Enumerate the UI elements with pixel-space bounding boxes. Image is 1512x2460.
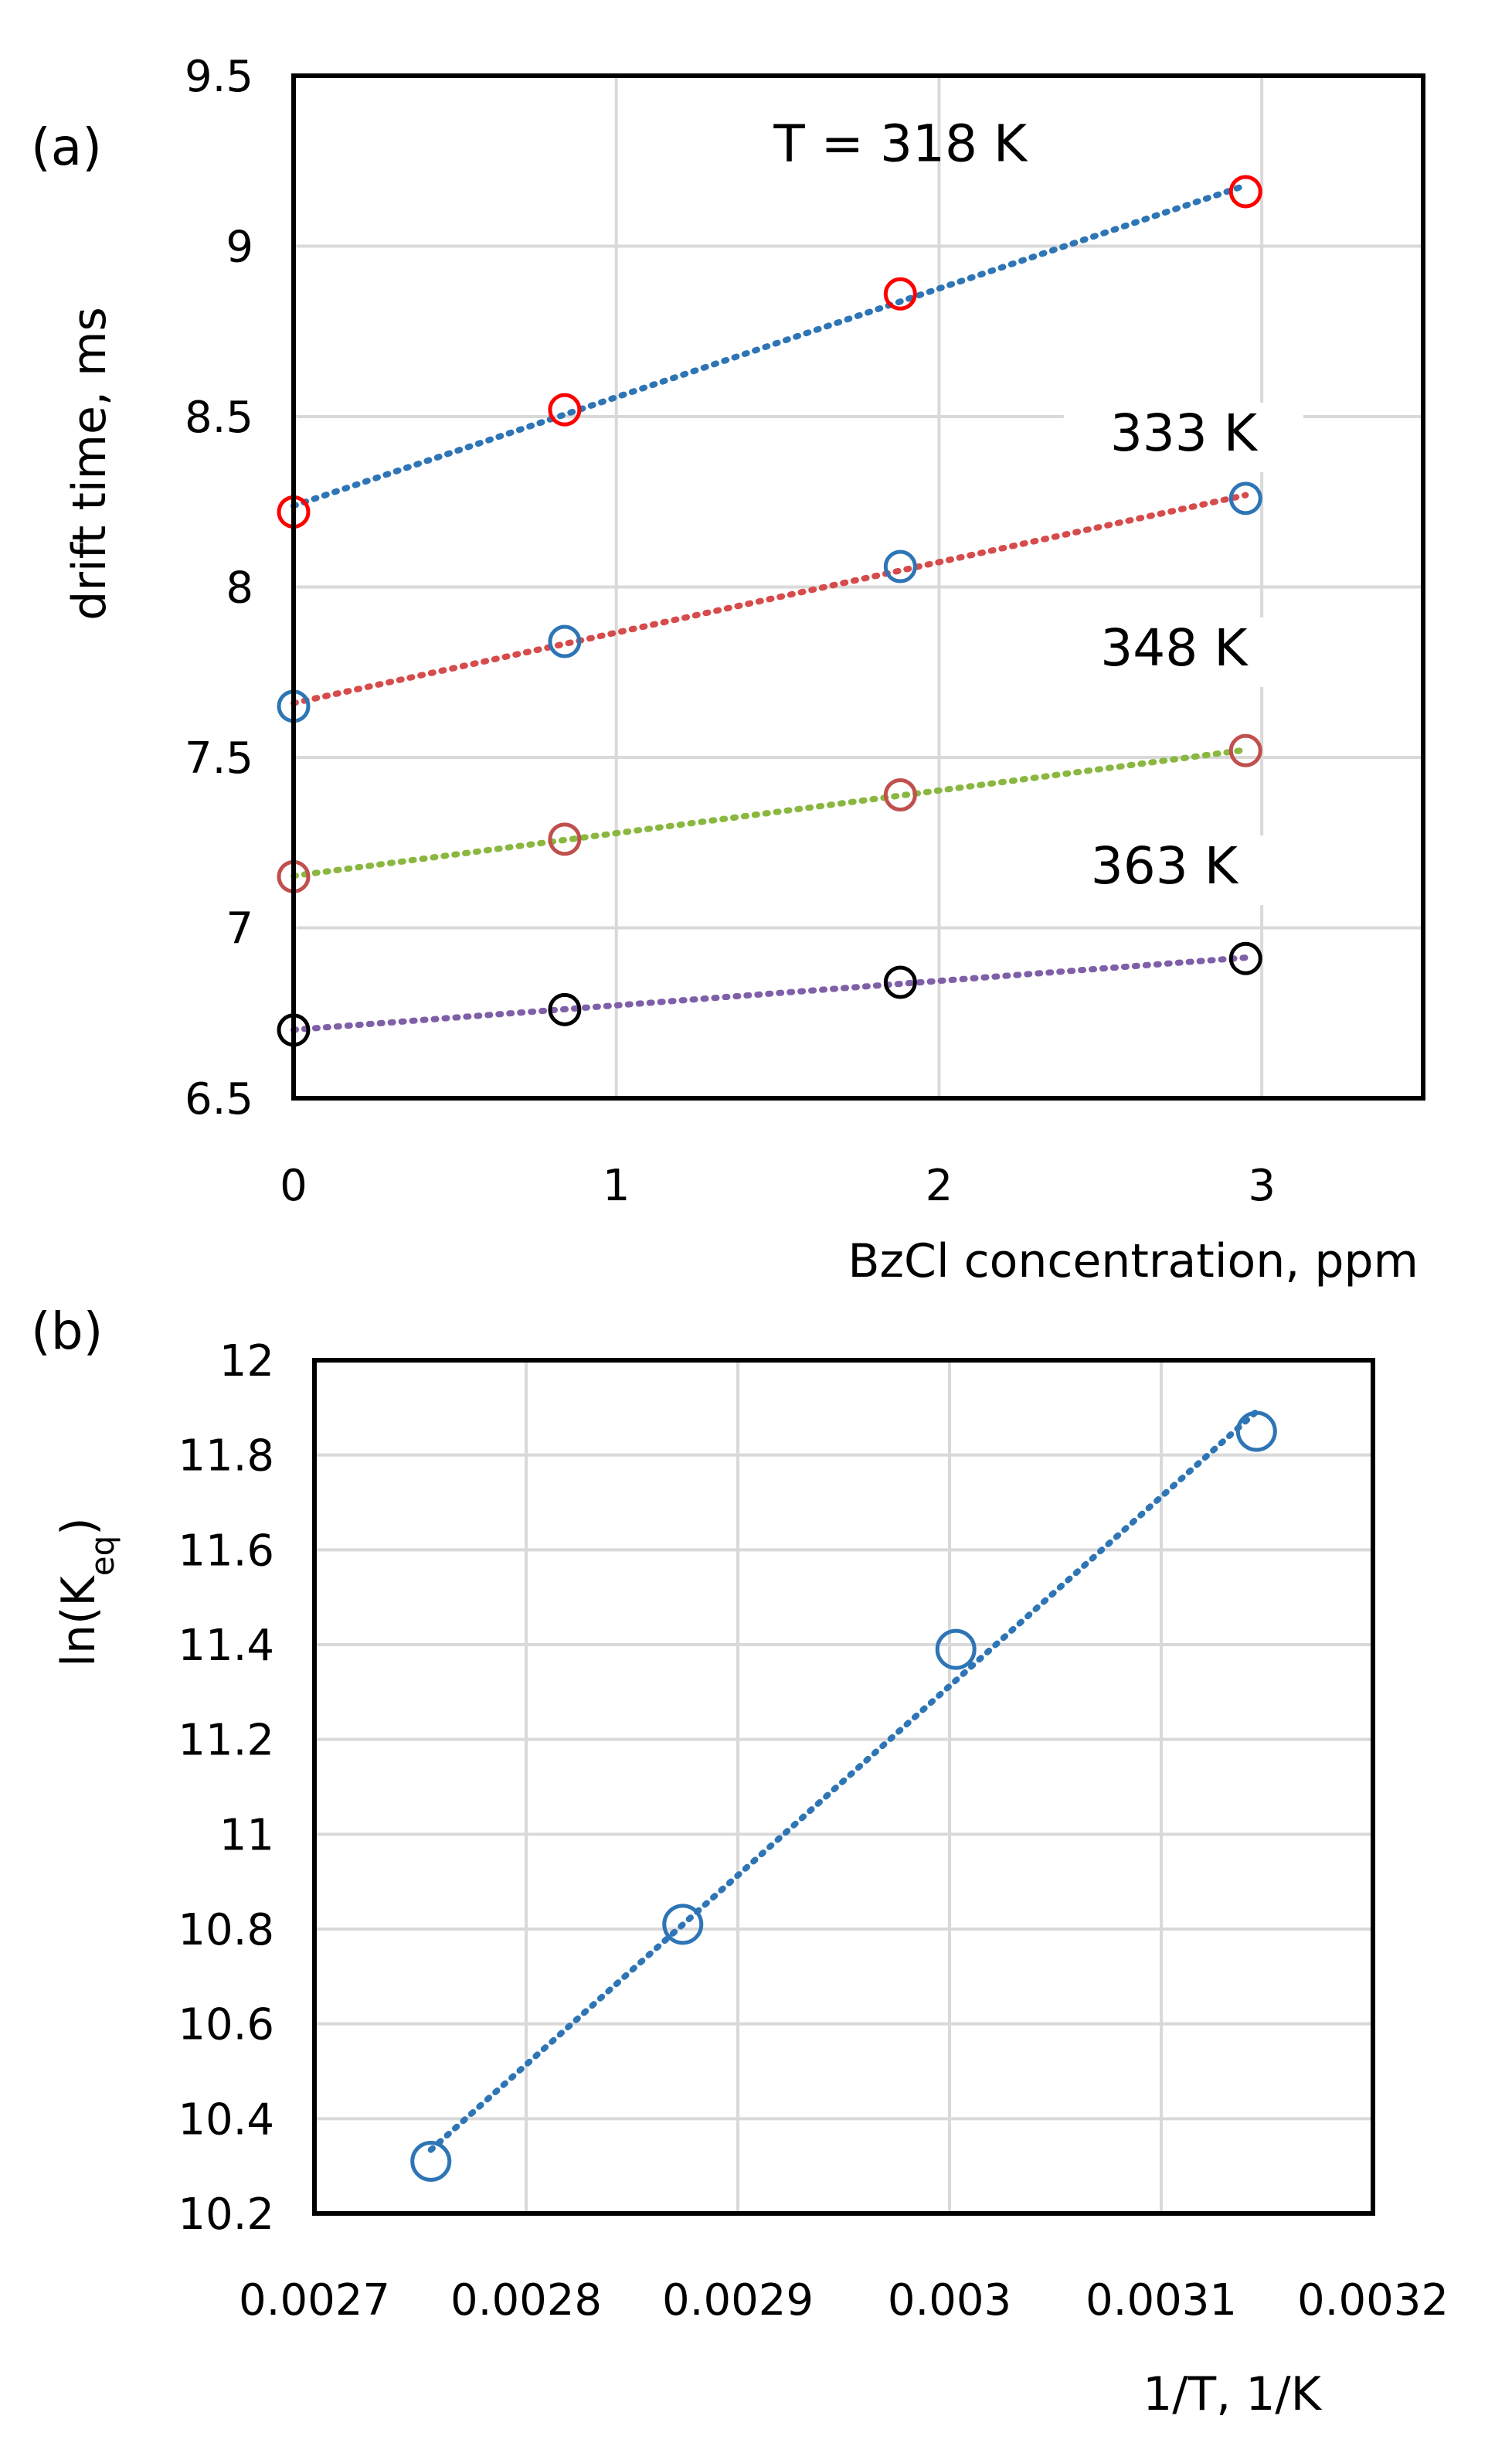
data-point — [548, 624, 582, 658]
y-tick-label: 10.2 — [178, 2190, 274, 2240]
panel-b-y-axis-title: ln(Keq) — [52, 1517, 121, 1666]
panel-b: (b) 10.2 10.4 10.6 10.8 11 11.2 11.4 11.6 11.8 12… — [31, 1301, 1449, 2421]
x-tick-label: 3 — [1248, 1161, 1276, 1211]
data-point — [548, 992, 582, 1026]
series-label-background — [1054, 617, 1294, 687]
data-point — [935, 1628, 977, 1670]
data-point — [1235, 1410, 1277, 1452]
x-tick-label: 2 — [926, 1161, 953, 1211]
trendline-3 — [291, 954, 1249, 1033]
data-point — [883, 550, 917, 584]
panel-a-gridlines — [294, 76, 1423, 1098]
panel-b-gridlines — [314, 1360, 1373, 2213]
series-label: 363 K — [1091, 836, 1239, 896]
panel-b-x-axis-title-text: 1/T, 1/K — [1143, 2367, 1323, 2421]
panel-b-x-tick-labels: 0.0027 0.0028 0.0029 0.003 0.0031 0.0032 — [239, 2275, 1449, 2326]
y-tick-label: 7.5 — [185, 733, 253, 784]
series-label: 348 K — [1100, 618, 1249, 678]
x-tick-label: 0.0027 — [239, 2275, 390, 2326]
data-point — [1228, 941, 1262, 975]
y-tick-label: 8 — [226, 563, 253, 614]
series-label: 333 K — [1110, 403, 1259, 463]
panel-b-plot-frame — [312, 1358, 1375, 2216]
data-point — [662, 1904, 704, 1945]
panel-a-plot-frame — [291, 73, 1425, 1101]
panel-a-y-axis-title: drift time, ms — [63, 307, 117, 621]
series-label-background — [1063, 403, 1303, 473]
panel-a-label: (a) — [31, 117, 102, 177]
y-tick-label: 10.6 — [178, 2000, 274, 2050]
trendline-1 — [291, 492, 1249, 706]
y-tick-label: 10.8 — [178, 1905, 274, 1955]
y-tick-label: 11.6 — [178, 1526, 274, 1576]
panel-a-trendlines — [291, 182, 1249, 1033]
y-tick-label: 8.5 — [185, 393, 253, 443]
panel-b-markers — [410, 1410, 1277, 2183]
trendline-0 — [291, 182, 1249, 509]
data-point — [883, 277, 917, 311]
x-tick-label: 0 — [280, 1161, 307, 1211]
data-point — [548, 822, 582, 856]
panel-a-y-tick-labels: 6.5 7 7.5 8 8.5 9 9.5 — [185, 52, 253, 1125]
series-label-background — [1044, 835, 1284, 906]
panel-a-x-tick-labels: 0 1 2 3 — [280, 1161, 1276, 1211]
y-tick-label: 9.5 — [185, 52, 253, 102]
y-tick-label: 11 — [219, 1810, 274, 1860]
panel-a-x-axis-title: BzCl concentration, ppm — [848, 1234, 1419, 1288]
x-tick-label: 1 — [603, 1161, 630, 1211]
y-tick-label: 10.4 — [178, 2094, 274, 2145]
x-tick-label: 0.0029 — [662, 2275, 814, 2326]
series-label: T = 318 K — [773, 114, 1028, 173]
panel-b-x-axis-title: 1/T, 1/K — [1143, 2367, 1323, 2421]
data-point — [548, 393, 582, 427]
trendline-0 — [427, 1408, 1260, 2153]
panel-b-label: (b) — [31, 1301, 103, 1361]
data-point — [410, 2141, 452, 2183]
panel-a-series-labels: T = 318 K 333 K 348 K 363 K — [773, 114, 1303, 906]
y-tick-label: 11.2 — [178, 1716, 274, 1766]
trendline-2 — [291, 747, 1249, 880]
x-tick-label: 0.0031 — [1086, 2275, 1237, 2326]
panel-b-trendlines — [427, 1408, 1260, 2153]
y-tick-label: 12 — [219, 1336, 274, 1387]
x-tick-label: 0.0032 — [1297, 2275, 1449, 2326]
data-point — [883, 778, 917, 812]
y-tick-label: 9 — [226, 223, 253, 273]
y-tick-label: 11.8 — [178, 1431, 274, 1482]
panel-a: (a) 6.5 7 7.5 8 8.5 9 9.5 0 1 2 3 T = 318 K 333 K 3… — [31, 52, 1425, 1288]
y-tick-label: 6.5 — [185, 1074, 253, 1125]
panel-b-y-tick-labels: 10.2 10.4 10.6 10.8 11 11.2 11.4 11.6 11.8 12 — [178, 1336, 274, 2240]
y-tick-label: 7 — [226, 904, 253, 954]
y-tick-label: 11.4 — [178, 1621, 274, 1671]
x-tick-label: 0.003 — [888, 2275, 1011, 2326]
panel-a-markers — [277, 175, 1262, 1047]
data-point — [883, 965, 917, 999]
data-point — [1228, 481, 1262, 515]
data-point — [1228, 175, 1262, 209]
x-tick-label: 0.0028 — [450, 2275, 602, 2326]
data-point — [1228, 733, 1262, 767]
